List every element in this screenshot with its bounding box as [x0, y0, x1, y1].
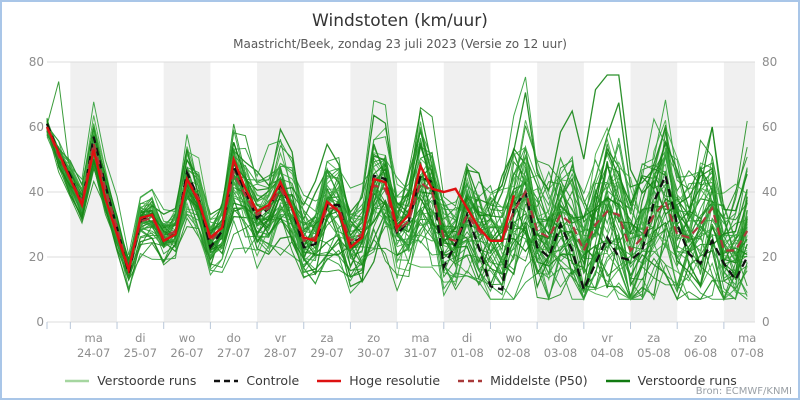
- legend-label: Hoge resolutie: [349, 373, 441, 388]
- ensemble-member-line: [46, 132, 748, 301]
- y-axis-label-right-60: 60: [762, 120, 778, 134]
- y-axis-label-right-20: 20: [762, 250, 778, 264]
- x-axis-day-label-29-07: za 29-07: [310, 331, 344, 360]
- chart-legend: Verstoorde runs Controle Hoge resolutie Mid…: [2, 373, 798, 388]
- x-axis-day-label-07-08: ma 07-08: [730, 331, 764, 360]
- legend-label: Middelste (P50): [490, 373, 588, 388]
- x-axis-day-label-28-07: vr 28-07: [263, 331, 298, 360]
- legend-item: Controle: [212, 373, 299, 388]
- x-axis-day-label-03-08: do 03-08: [543, 331, 578, 360]
- ensemble-member-line: [46, 123, 748, 290]
- y-axis-label-left-60: 60: [28, 120, 44, 134]
- x-axis-day-label-26-07: wo 26-07: [170, 331, 204, 360]
- x-axis-day-label-01-08: di 01-08: [450, 331, 484, 360]
- x-axis-day-label-27-07: do 27-07: [217, 331, 251, 360]
- x-axis-day-label-24-07: ma 24-07: [76, 331, 111, 360]
- median-p50-line: [45, 126, 749, 275]
- x-axis-day-label-02-08: wo 02-08: [497, 331, 531, 360]
- legend-swatch-solid-line-icon: [317, 379, 342, 382]
- ensemble-member-line: [46, 74, 748, 294]
- legend-item: Middelste (P50): [456, 373, 588, 388]
- ensemble-member-line: [46, 126, 748, 301]
- x-axis-day-label-05-08: za 05-08: [637, 331, 671, 360]
- x-axis-day-label-06-08: zo 06-08: [683, 331, 718, 360]
- legend-label: Verstoorde runs: [637, 373, 737, 388]
- legend-label: Verstoorde runs: [97, 373, 197, 388]
- chart-subtitle: Maastricht/Beek, zondag 23 juli 2023 (Ve…: [233, 37, 567, 51]
- legend-label: Controle: [246, 373, 300, 388]
- legend-swatch-dashed-line-icon: [458, 379, 483, 382]
- legend-swatch-solid-line-icon: [605, 379, 630, 382]
- source-credit: Bron: ECMWF/KNMI: [695, 386, 792, 397]
- y-axis-label-left-80: 80: [28, 55, 44, 69]
- ensemble-member-line: [46, 125, 748, 275]
- y-axis-label-left-40: 40: [28, 185, 44, 199]
- x-axis-day-label-31-07: ma 31-07: [403, 331, 438, 360]
- x-axis-day-label-30-07: zo 30-07: [357, 331, 391, 360]
- ensemble-member-line: [46, 124, 748, 281]
- legend-item: Verstoorde runs: [63, 373, 196, 388]
- y-axis-label-right-80: 80: [762, 55, 778, 69]
- y-axis-label-left-20: 20: [28, 250, 44, 264]
- hires-line: [45, 126, 515, 275]
- x-axis-day-label-04-08: vr 04-08: [590, 331, 624, 360]
- legend-swatch-solid-line-icon: [65, 379, 90, 382]
- legend-swatch-dashed-line-icon: [214, 379, 239, 382]
- x-axis-day-label-25-07: di 25-07: [123, 331, 158, 360]
- y-axis-label-left-0: 0: [36, 315, 44, 329]
- legend-item: Hoge resolutie: [315, 373, 440, 388]
- ensemble-member-line: [46, 99, 748, 300]
- legend-item: Verstoorde runs: [604, 373, 737, 388]
- chart-title: Windstoten (km/uur): [312, 11, 488, 31]
- y-axis-label-right-0: 0: [762, 315, 770, 329]
- y-axis-label-right-40: 40: [762, 185, 778, 199]
